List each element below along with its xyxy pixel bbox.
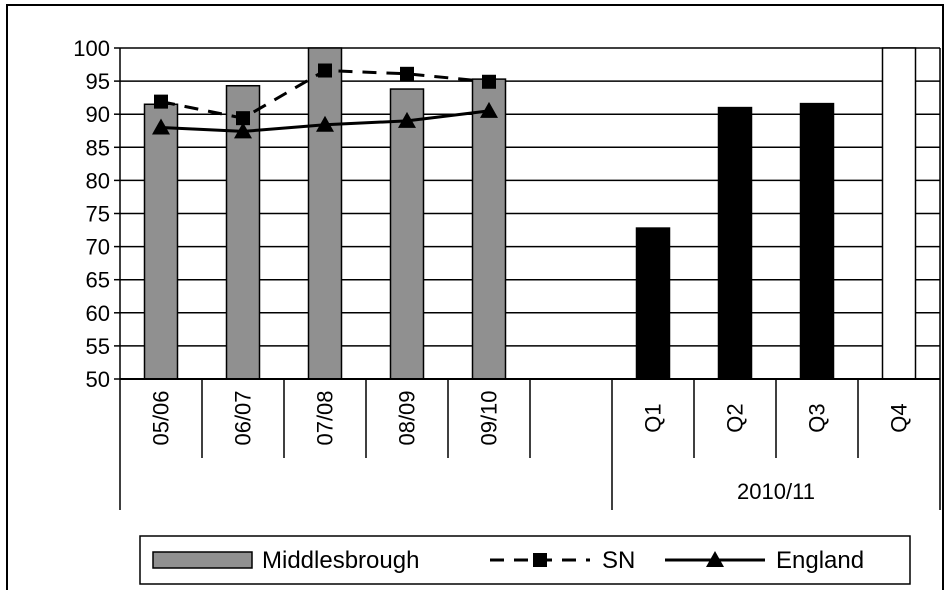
bar-Q1 (635, 227, 671, 380)
sn-marker (482, 74, 496, 89)
x-tick-label: 06/07 (231, 390, 256, 445)
england-marker (234, 122, 252, 139)
bar-07/08 (307, 47, 343, 380)
x-tick-label: Q2 (723, 403, 748, 432)
legend-swatch-middlesbrough (152, 551, 253, 569)
bars (143, 47, 917, 380)
sn-marker (318, 63, 332, 78)
y-tick-label: 50 (86, 367, 110, 392)
y-tick-label: 100 (73, 36, 110, 61)
legend-label-sn: SN (602, 547, 635, 574)
x-tick-label: 05/06 (149, 390, 174, 445)
x-tick-label: Q4 (887, 403, 912, 432)
england-marker (480, 101, 498, 118)
y-tick-label: 75 (86, 202, 110, 227)
legend: Middlesbrough SN England (139, 535, 911, 585)
legend-label-middlesbrough: Middlesbrough (262, 547, 419, 574)
england-marker (316, 115, 334, 132)
axes: 50 55 60 65 70 75 80 85 90 95 100 05/06 06/07 07/08 08… (73, 36, 941, 510)
lines (152, 63, 498, 139)
bar-09/10 (471, 78, 507, 380)
sn-marker (154, 94, 168, 109)
england-marker (398, 111, 416, 128)
x-tick-label: Q1 (641, 403, 666, 432)
group-label: 2010/11 (737, 479, 815, 504)
sn-marker (400, 66, 414, 81)
y-tick-label: 85 (86, 135, 110, 160)
legend-swatch-england-marker (706, 551, 724, 567)
bar-05/06 (143, 103, 179, 380)
y-tick-label: 65 (86, 268, 110, 293)
legend-label-england: England (776, 547, 864, 574)
bar-08/09 (389, 88, 425, 380)
y-tick-label: 80 (86, 168, 110, 193)
bar-Q3 (799, 102, 835, 380)
england-marker (152, 118, 170, 135)
y-tick-label: 90 (86, 102, 110, 127)
x-tick-label: 08/09 (395, 390, 420, 445)
legend-swatch-sn-marker (533, 553, 547, 567)
y-tick-label: 70 (86, 235, 110, 260)
x-tick-label: 09/10 (477, 390, 502, 445)
x-tick-label: 07/08 (313, 390, 338, 445)
x-tick-label: Q3 (805, 403, 830, 432)
y-tick-label: 55 (86, 334, 110, 359)
bar-Q2 (717, 106, 753, 380)
sn-marker (236, 111, 250, 126)
y-tick-label: 95 (86, 69, 110, 94)
bar-Q4 (881, 47, 917, 380)
y-tick-label: 60 (86, 301, 110, 326)
